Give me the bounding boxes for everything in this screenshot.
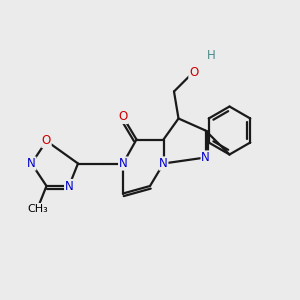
Text: N: N — [118, 157, 127, 170]
Text: O: O — [118, 110, 127, 124]
Text: N: N — [201, 151, 210, 164]
Text: O: O — [189, 65, 198, 79]
Text: N: N — [27, 157, 36, 170]
Text: N: N — [64, 179, 74, 193]
Text: CH₃: CH₃ — [27, 203, 48, 214]
Text: O: O — [42, 134, 51, 148]
Text: H: H — [207, 49, 216, 62]
Text: N: N — [159, 157, 168, 170]
